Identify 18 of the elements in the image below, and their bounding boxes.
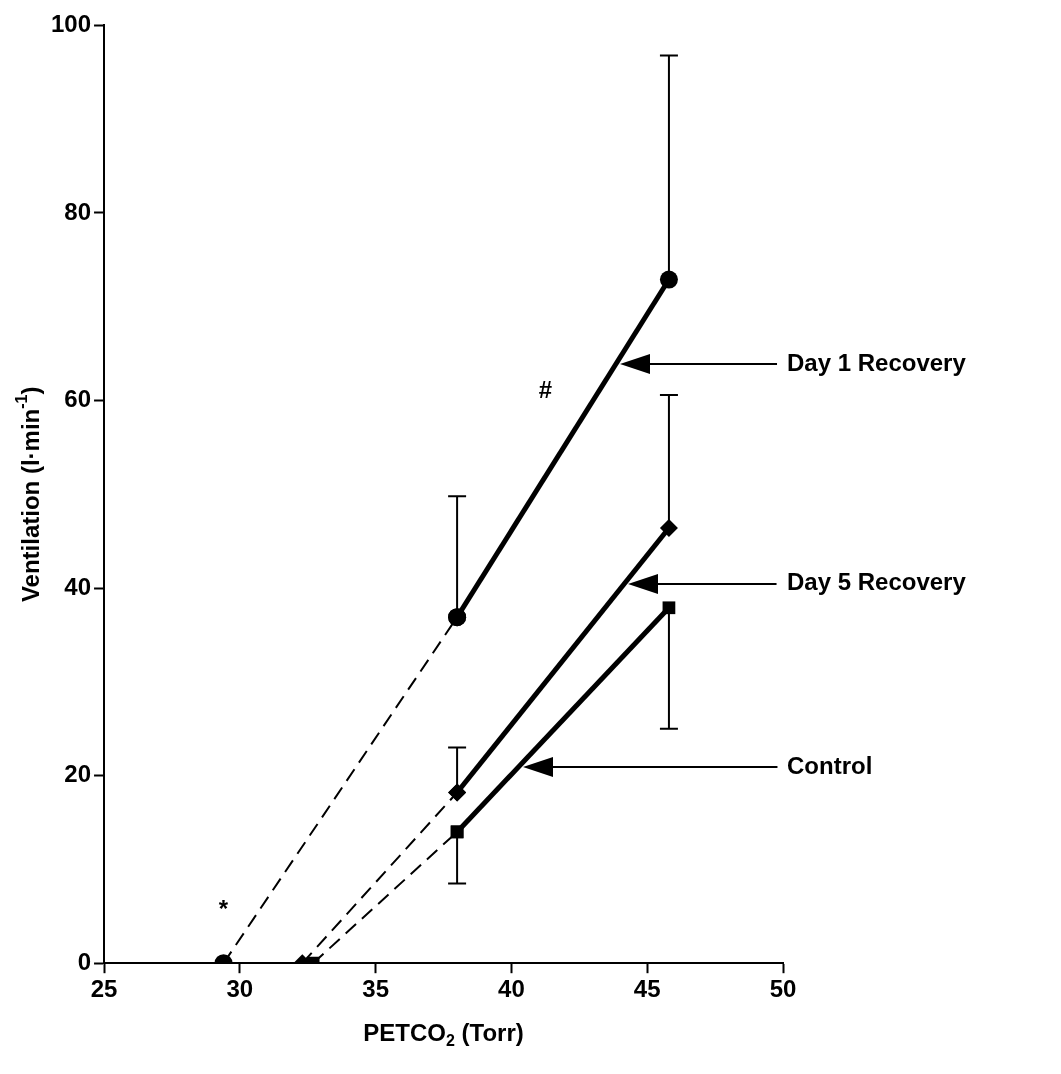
x-tick-label: 35	[362, 975, 389, 1003]
y-tick-label: 80	[64, 197, 92, 225]
y-tick-label: 20	[64, 760, 92, 788]
y-tick-label: 100	[51, 10, 92, 38]
x-tick-label: 25	[90, 975, 118, 1003]
y-tick-label: 60	[64, 385, 92, 413]
y-tick-label: 0	[77, 947, 92, 975]
x-tick-label: 30	[226, 975, 254, 1003]
annotation: #	[538, 375, 553, 403]
legend-label: Day 5 Recovery	[787, 568, 967, 596]
annotation: *	[218, 895, 229, 923]
y-tick-label: 40	[64, 572, 92, 600]
text: Day 1 Recovery	[787, 348, 967, 376]
y-axis-title: Ventilation (l·min-1)	[12, 386, 44, 603]
text: Control	[787, 751, 873, 779]
x-tick-label: 45	[633, 975, 661, 1003]
x-tick-label: 40	[498, 975, 525, 1003]
x-tick-label: 50	[769, 975, 797, 1003]
